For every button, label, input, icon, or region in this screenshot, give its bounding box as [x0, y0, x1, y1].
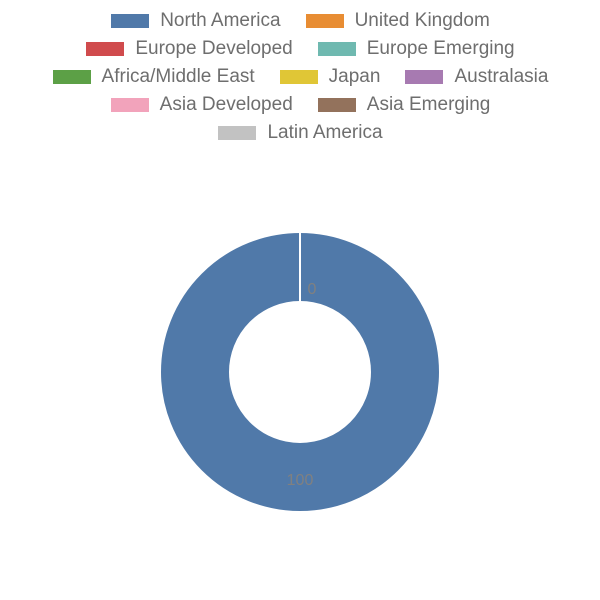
legend-label: United Kingdom — [355, 10, 490, 32]
legend-label: Asia Developed — [160, 94, 293, 116]
legend-swatch — [52, 69, 92, 85]
legend-item: Australasia — [404, 66, 548, 88]
legend-swatch — [279, 69, 319, 85]
legend-swatch — [217, 125, 257, 141]
donut-chart-area: 0 100 — [0, 144, 600, 600]
legend: North America United Kingdom Europe Develo… — [0, 0, 600, 144]
legend-label: Europe Developed — [135, 38, 292, 60]
legend-item: Asia Emerging — [317, 94, 491, 116]
legend-item: United Kingdom — [305, 10, 490, 32]
legend-swatch — [110, 13, 150, 29]
legend-item: Japan — [279, 66, 381, 88]
legend-swatch — [85, 41, 125, 57]
legend-label: Asia Emerging — [367, 94, 491, 116]
legend-label: North America — [160, 10, 280, 32]
legend-item: Asia Developed — [110, 94, 293, 116]
legend-item: Europe Developed — [85, 38, 292, 60]
legend-swatch — [317, 41, 357, 57]
chart-container: North America United Kingdom Europe Develo… — [0, 0, 600, 600]
slice-label: 0 — [308, 281, 317, 298]
legend-item: North America — [110, 10, 280, 32]
legend-swatch — [110, 97, 150, 113]
legend-swatch — [305, 13, 345, 29]
legend-label: Latin America — [267, 122, 382, 144]
legend-item: Europe Emerging — [317, 38, 515, 60]
legend-item: Latin America — [217, 122, 382, 144]
legend-item: Africa/Middle East — [52, 66, 255, 88]
legend-swatch — [404, 69, 444, 85]
donut-chart: 0 100 — [140, 212, 460, 532]
legend-label: Japan — [329, 66, 381, 88]
legend-label: Africa/Middle East — [102, 66, 255, 88]
donut-hole — [230, 302, 370, 442]
legend-swatch — [317, 97, 357, 113]
slice-label: 100 — [287, 472, 314, 489]
legend-label: Europe Emerging — [367, 38, 515, 60]
legend-label: Australasia — [454, 66, 548, 88]
